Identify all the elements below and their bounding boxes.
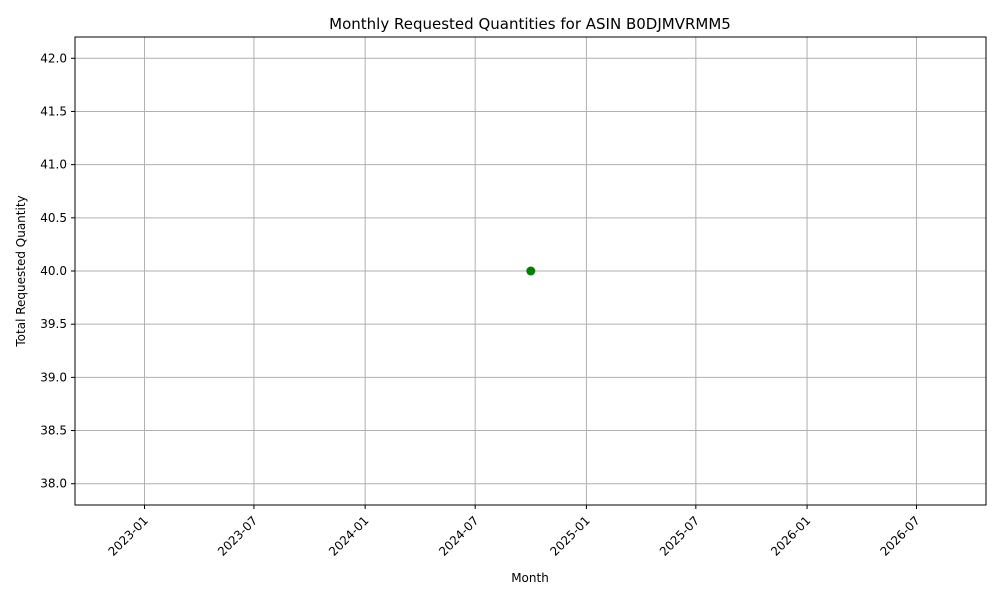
y-tick-label: 38.5 xyxy=(40,424,67,438)
y-axis-label: Total Requested Quantity xyxy=(14,195,28,347)
y-tick-label: 39.0 xyxy=(40,370,67,384)
chart-title: Monthly Requested Quantities for ASIN B0… xyxy=(329,15,731,33)
y-tick-label: 38.0 xyxy=(40,477,67,491)
y-tick-label: 40.5 xyxy=(40,211,67,225)
data-point xyxy=(526,266,536,276)
y-tick-label: 41.0 xyxy=(40,158,67,172)
y-tick-label: 40.0 xyxy=(40,264,67,278)
y-axis-ticks: 38.0 38.5 39.0 39.5 40.0 40.5 41.0 41.5 42.0 xyxy=(40,51,75,491)
y-tick-label: 42.0 xyxy=(40,51,67,65)
data-points xyxy=(526,266,536,276)
x-axis-label: Month xyxy=(511,571,549,585)
y-tick-label: 39.5 xyxy=(40,317,67,331)
y-tick-label: 41.5 xyxy=(40,104,67,118)
